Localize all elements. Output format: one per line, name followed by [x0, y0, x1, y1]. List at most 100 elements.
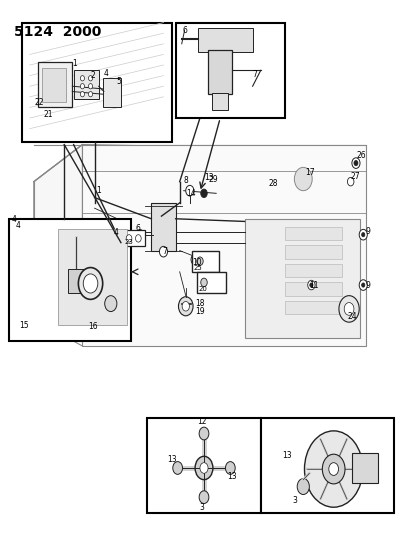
Circle shape: [199, 491, 209, 504]
Bar: [42, 68, 66, 102]
Text: 7: 7: [253, 70, 257, 79]
Text: 26: 26: [357, 151, 366, 160]
Bar: [123, 230, 145, 246]
Circle shape: [191, 254, 199, 265]
Circle shape: [126, 235, 132, 242]
Text: 13: 13: [282, 451, 291, 460]
Circle shape: [137, 229, 143, 238]
Circle shape: [186, 185, 194, 196]
Text: 10: 10: [192, 257, 202, 266]
Text: 9: 9: [365, 281, 370, 290]
Text: 23: 23: [124, 239, 133, 245]
Circle shape: [105, 296, 117, 312]
Circle shape: [83, 274, 98, 293]
Text: 13: 13: [228, 472, 237, 481]
Text: 4: 4: [16, 221, 20, 230]
Bar: [74, 70, 99, 100]
Circle shape: [200, 463, 208, 473]
Circle shape: [354, 160, 358, 166]
Text: 22: 22: [35, 99, 44, 108]
Text: 29: 29: [208, 175, 218, 184]
Bar: [68, 269, 89, 293]
Circle shape: [201, 189, 207, 198]
Text: 5: 5: [116, 77, 121, 86]
Circle shape: [352, 158, 360, 168]
Text: 19: 19: [195, 308, 205, 317]
Text: 3: 3: [199, 503, 204, 512]
Bar: [151, 203, 175, 251]
Bar: [352, 453, 378, 483]
Text: 17: 17: [305, 168, 315, 177]
Bar: [285, 227, 342, 240]
Text: 25: 25: [193, 265, 202, 271]
Circle shape: [80, 76, 84, 81]
Circle shape: [339, 296, 359, 322]
Circle shape: [197, 257, 203, 265]
Circle shape: [310, 283, 313, 287]
Bar: [285, 282, 342, 296]
Text: 12: 12: [197, 417, 207, 425]
Circle shape: [348, 177, 354, 186]
Text: 24: 24: [348, 312, 357, 321]
Text: 8: 8: [184, 176, 188, 185]
Circle shape: [322, 454, 345, 484]
Circle shape: [195, 456, 213, 480]
Text: 27: 27: [351, 172, 360, 181]
Circle shape: [329, 463, 339, 475]
Circle shape: [178, 297, 193, 316]
Text: 4: 4: [11, 215, 16, 224]
Polygon shape: [34, 144, 82, 319]
Bar: [285, 245, 342, 259]
Circle shape: [89, 92, 93, 97]
Bar: [208, 50, 233, 94]
Circle shape: [78, 268, 103, 300]
Circle shape: [135, 235, 141, 242]
Circle shape: [297, 479, 309, 495]
Circle shape: [361, 283, 365, 287]
Bar: [22, 22, 172, 142]
Circle shape: [201, 278, 207, 287]
Bar: [285, 264, 342, 277]
Bar: [147, 418, 261, 513]
Text: 28: 28: [269, 179, 278, 188]
Circle shape: [344, 303, 354, 316]
Text: 1: 1: [72, 59, 77, 68]
Text: 20: 20: [198, 286, 207, 292]
Circle shape: [361, 232, 365, 237]
Text: 4: 4: [104, 69, 109, 78]
Circle shape: [359, 229, 367, 240]
Text: 14: 14: [186, 189, 195, 198]
Circle shape: [80, 92, 84, 97]
Text: 7: 7: [163, 247, 168, 256]
Circle shape: [89, 84, 93, 89]
Circle shape: [80, 84, 84, 89]
Bar: [103, 78, 121, 108]
Circle shape: [173, 462, 182, 474]
Bar: [58, 229, 127, 325]
Bar: [192, 251, 219, 272]
Text: 6: 6: [182, 26, 187, 35]
Text: 3: 3: [293, 496, 297, 505]
Bar: [9, 219, 131, 341]
Circle shape: [359, 280, 367, 290]
Bar: [244, 219, 360, 338]
Text: 1: 1: [97, 186, 101, 195]
Bar: [198, 28, 253, 52]
Text: 18: 18: [195, 299, 204, 308]
Bar: [261, 418, 395, 513]
Text: 15: 15: [19, 321, 29, 330]
Text: 16: 16: [89, 322, 98, 331]
Circle shape: [160, 246, 168, 257]
Text: 13: 13: [168, 455, 177, 464]
Text: 9: 9: [365, 227, 370, 236]
Text: 21: 21: [44, 110, 53, 119]
Bar: [175, 22, 285, 118]
Circle shape: [182, 302, 189, 311]
Bar: [212, 93, 228, 110]
Text: 13: 13: [204, 173, 214, 182]
Text: 11: 11: [309, 281, 319, 290]
Text: 4: 4: [114, 228, 119, 237]
Circle shape: [308, 280, 315, 290]
Bar: [38, 62, 72, 108]
Bar: [197, 272, 226, 293]
